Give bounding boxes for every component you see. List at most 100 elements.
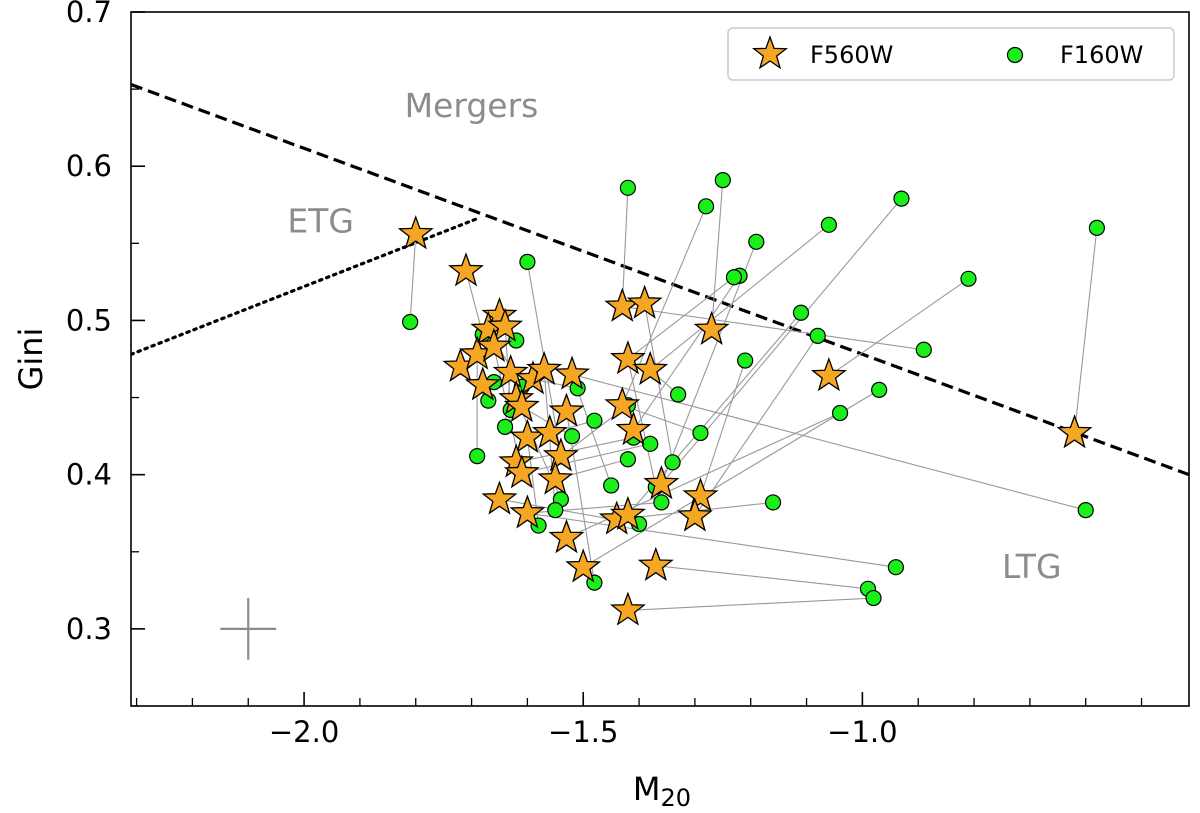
region-label-etg: ETG — [287, 202, 354, 241]
f160w-point — [603, 477, 620, 494]
connector-line — [521, 406, 573, 437]
region-label-mergers: Mergers — [405, 86, 539, 125]
f560w-point — [615, 411, 652, 446]
connector-line — [649, 224, 830, 371]
f560w-point — [548, 518, 585, 554]
connector-line — [828, 278, 969, 377]
x-tick-label: −2.0 — [269, 715, 339, 749]
f560w-point — [643, 465, 680, 500]
f160w-point — [1088, 219, 1105, 237]
f560w-point — [554, 355, 591, 390]
f560w-point — [565, 548, 602, 583]
region-label-ltg: LTG — [1002, 547, 1062, 586]
f160w-point — [893, 190, 910, 207]
x-axis-title-main: M — [633, 770, 661, 808]
x-axis-title: M20 — [633, 770, 691, 812]
legend-circle-marker — [1006, 46, 1024, 64]
f160w-point — [653, 494, 670, 511]
connector-line — [527, 512, 896, 568]
f160w-point — [402, 313, 419, 331]
f560w-point — [531, 414, 568, 449]
connector-line — [655, 565, 869, 590]
connector-line — [521, 443, 651, 474]
f560w-point — [682, 477, 719, 512]
f160w-point — [820, 216, 837, 233]
connector-line — [633, 275, 741, 431]
f560w-point — [475, 327, 512, 362]
f160w-point — [748, 233, 765, 250]
f160w-point — [737, 352, 754, 369]
y-axis-title: Gini — [12, 328, 50, 391]
y-tick-label: 0.7 — [66, 0, 112, 29]
error-bar — [220, 598, 277, 660]
f560w-point — [537, 460, 574, 495]
f160w-point — [714, 172, 731, 189]
connector-line — [627, 276, 735, 360]
connector-line — [409, 234, 417, 323]
f560w-point — [609, 591, 646, 626]
f160w-point — [960, 270, 977, 287]
f160w-point — [670, 386, 687, 403]
f560w-point — [604, 386, 641, 421]
legend-circle-icon — [1006, 46, 1024, 64]
boundary-lines — [131, 82, 1189, 477]
f160w-point — [586, 412, 603, 429]
f160w-point — [619, 179, 636, 196]
axis-ticks: −2.0 −1.5 −1.0 0.3 0.4 0.5 0.6 0.7 — [66, 0, 1143, 749]
f560w-point — [487, 307, 524, 342]
f160w-point — [871, 381, 888, 398]
legend-star-marker — [752, 35, 788, 70]
legend-frame — [727, 27, 1175, 81]
f160w-point — [725, 269, 743, 286]
f560w-point — [548, 392, 585, 427]
f560w-point — [676, 497, 713, 532]
f160w-point — [764, 494, 782, 511]
f560w-point — [626, 284, 663, 319]
connector-line — [516, 437, 634, 463]
connector-line — [582, 389, 880, 568]
plot-area — [130, 11, 1190, 707]
f160w-point — [563, 428, 581, 445]
y-tick-label: 0.4 — [66, 458, 112, 492]
connector-line — [1073, 227, 1098, 434]
f160w-point — [519, 253, 536, 270]
y-tick-label: 0.3 — [66, 612, 112, 646]
f560w-point — [637, 546, 674, 581]
f160w-point — [697, 198, 715, 215]
connector-line — [621, 187, 629, 307]
f560w-point — [609, 340, 646, 375]
f560w-point — [481, 480, 518, 515]
f160w-point — [469, 448, 486, 465]
y-tick-label: 0.5 — [66, 303, 112, 337]
plot-content — [131, 82, 1189, 660]
f160w-point — [887, 559, 904, 576]
y-tick-label: 0.6 — [66, 149, 112, 183]
f160w-point — [496, 418, 514, 435]
f560w-point — [632, 350, 669, 386]
f560w-point — [693, 310, 730, 345]
f560w-point — [397, 215, 434, 250]
connector-line — [621, 206, 707, 406]
f560w-point — [509, 494, 546, 529]
legend-label-f560w: F560W — [810, 41, 893, 69]
connector-line — [622, 306, 924, 351]
f160w-point — [865, 589, 882, 607]
f560w-point — [604, 287, 641, 322]
f560w-point — [609, 495, 646, 531]
f560w-point — [448, 252, 484, 287]
legend-label-f160w: F160W — [1060, 41, 1143, 69]
connector-line — [627, 597, 874, 611]
f560w-point — [492, 353, 529, 389]
x-tick-label: −1.5 — [548, 715, 618, 749]
f560w-point — [526, 350, 563, 386]
x-tick-label: −1.0 — [827, 715, 897, 749]
f160w-point — [619, 451, 636, 468]
f160w-point — [809, 327, 826, 344]
legend-star-icon — [752, 35, 788, 70]
plot-frame — [130, 11, 1190, 707]
f160w-point — [831, 404, 849, 422]
merger-boundary-line — [131, 82, 1189, 477]
f560w-point — [810, 357, 847, 392]
f560w-point — [464, 366, 501, 401]
